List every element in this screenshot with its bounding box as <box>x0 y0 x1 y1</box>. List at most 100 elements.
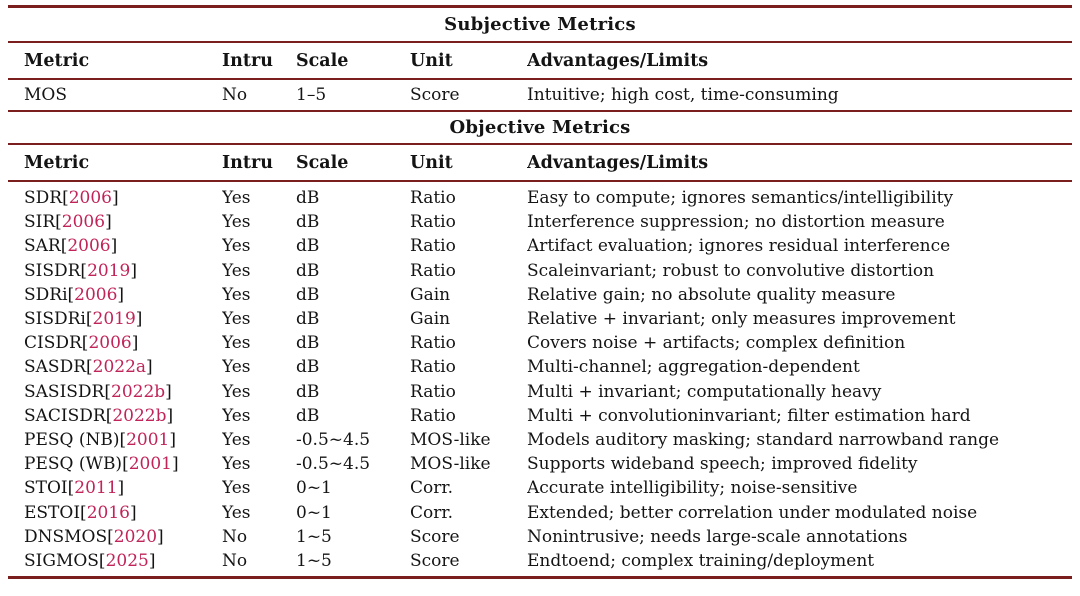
metric-bracket: ] <box>171 454 179 475</box>
citation-year[interactable]: 2001 <box>128 454 172 475</box>
metric-cell: SASDR[2022a] <box>24 357 222 377</box>
advantages-cell: Interference suppression; no distortion … <box>527 212 945 233</box>
intru-cell: No <box>222 85 248 105</box>
col-header-metric: Metric <box>24 152 90 173</box>
table-row: SASDR[2022a] Yes dB Ratio Multi-channel;… <box>8 355 1072 379</box>
scale-cell: 0~1 <box>296 478 332 499</box>
table-row: MOS No 1–5 Score Intuitive; high cost, t… <box>8 80 1072 110</box>
table-row: STOI[2011] Yes 0~1 Corr. Accurate intell… <box>8 476 1072 500</box>
unit-cell: Ratio <box>410 236 456 257</box>
metric-cell: SIR[2006] <box>24 212 222 232</box>
metrics-table: Subjective Metrics Metric Intru Scale Un… <box>8 5 1072 579</box>
rule-below-subjective-rows <box>8 110 1072 112</box>
rule-below-objective-header <box>8 180 1072 182</box>
unit-cell: MOS-like <box>410 429 491 450</box>
intru-cell: Yes <box>222 284 251 305</box>
col-header-unit: Unit <box>410 152 453 173</box>
metric-bracket: ] <box>148 550 156 571</box>
intru-cell: Yes <box>222 333 251 354</box>
unit-cell: Score <box>410 526 460 547</box>
advantages-cell: Accurate intelligibility; noise-sensitiv… <box>527 478 858 499</box>
citation-year[interactable]: 2001 <box>126 429 170 450</box>
citation-year[interactable]: 2006 <box>68 188 112 209</box>
scale-cell: 1~5 <box>296 550 332 571</box>
unit-cell: Ratio <box>410 260 456 281</box>
col-header-advantages: Advantages/Limits <box>527 50 709 71</box>
advantages-cell: Scaleinvariant; robust to convolutive di… <box>527 260 935 281</box>
citation-year[interactable]: 2022a <box>92 357 147 378</box>
citation-year[interactable]: 2022b <box>112 405 167 426</box>
citation-year[interactable]: 2016 <box>86 502 130 523</box>
citation-year[interactable]: 2006 <box>74 284 118 305</box>
metric-cell: STOI[2011] <box>24 478 222 498</box>
advantages-cell: Relative gain; no absolute quality measu… <box>527 284 896 305</box>
metric-cell: ESTOI[2016] <box>24 503 222 523</box>
advantages-cell: Supports wideband speech; improved fidel… <box>527 454 918 475</box>
unit-cell: Score <box>410 85 460 105</box>
metric-name: SISDRi[ <box>24 309 93 330</box>
table-row: SACISDR[2022b] Yes dB Ratio Multi + conv… <box>8 404 1072 428</box>
table-row: SASISDR[2022b] Yes dB Ratio Multi + inva… <box>8 380 1072 404</box>
col-header-scale: Scale <box>296 50 349 71</box>
citation-year[interactable]: 2011 <box>74 478 118 499</box>
scale-cell: 0~1 <box>296 502 332 523</box>
objective-rows: SDR[2006] Yes dB Ratio Easy to compute; … <box>8 182 1072 576</box>
scale-cell: dB <box>296 236 320 257</box>
metric-name: SACISDR[ <box>24 405 113 426</box>
intru-cell: Yes <box>222 454 251 475</box>
section-band-subjective: Subjective Metrics <box>8 8 1072 41</box>
scale-cell: dB <box>296 188 320 209</box>
citation-year[interactable]: 2006 <box>88 333 132 354</box>
citation-year[interactable]: 2020 <box>113 526 158 547</box>
intru-cell: Yes <box>222 236 251 257</box>
intru-cell: Yes <box>222 188 251 209</box>
metric-cell: SISDR[2019] <box>24 261 222 281</box>
scale-cell: dB <box>296 260 320 281</box>
scale-cell: dB <box>296 333 320 354</box>
citation-year[interactable]: 2006 <box>61 212 106 233</box>
scale-cell: dB <box>296 357 320 378</box>
unit-cell: MOS-like <box>410 454 491 475</box>
metric-bracket: ] <box>130 260 137 281</box>
table-row: SISDR[2019] Yes dB Ratio Scaleinvariant;… <box>8 259 1072 283</box>
unit-cell: Corr. <box>410 478 454 499</box>
citation-year[interactable]: 2022b <box>111 381 166 402</box>
scale-cell: dB <box>296 381 320 402</box>
metric-bracket: ] <box>146 357 153 378</box>
metric-name: SASISDR[ <box>24 381 111 402</box>
metric-name: SASDR[ <box>24 357 93 378</box>
table-row: ESTOI[2016] Yes 0~1 Corr. Extended; bett… <box>8 500 1072 524</box>
subjective-header-row: Metric Intru Scale Unit Advantages/Limit… <box>8 43 1072 78</box>
advantages-cell: Intuitive; high cost, time-consuming <box>527 85 839 105</box>
metric-name: SISDR[ <box>24 260 88 281</box>
advantages-cell: Nonintrusive; needs large-scale annotati… <box>527 526 908 547</box>
rule-below-objective-title <box>8 143 1072 145</box>
advantages-cell: Multi-channel; aggregation-dependent <box>527 357 860 378</box>
unit-cell: Gain <box>410 309 451 330</box>
table-row: SDRi[2006] Yes dB Gain Relative gain; no… <box>8 283 1072 307</box>
metric-bracket: ] <box>169 429 177 450</box>
unit-cell: Gain <box>410 284 451 305</box>
metric-name: SDR[ <box>24 188 69 209</box>
metric-cell: SIGMOS[2025] <box>24 551 222 571</box>
metric-name: ESTOI[ <box>24 502 87 523</box>
citation-year[interactable]: 2025 <box>105 550 149 571</box>
metric-bracket: ] <box>111 188 119 209</box>
section-title-subjective: Subjective Metrics <box>444 14 636 35</box>
rule-below-subjective-title <box>8 41 1072 43</box>
citation-year[interactable]: 2019 <box>87 260 131 281</box>
citation-year[interactable]: 2006 <box>67 236 111 257</box>
metric-bracket: ] <box>165 381 172 402</box>
metric-name: PESQ (WB)[ <box>24 454 129 475</box>
metric-bracket: ] <box>166 405 174 426</box>
citation-year[interactable]: 2019 <box>92 309 136 330</box>
section-title-objective: Objective Metrics <box>449 117 631 138</box>
scale-cell: dB <box>296 405 320 426</box>
intru-cell: Yes <box>222 478 251 499</box>
rule-below-subjective-header <box>8 78 1072 80</box>
advantages-cell: Multi + invariant; computationally heavy <box>527 381 882 402</box>
table-row: DNSMOS[2020] No 1~5 Score Nonintrusive; … <box>8 525 1072 549</box>
metric-name: CISDR[ <box>24 333 89 354</box>
metric-cell: CISDR[2006] <box>24 333 222 353</box>
intru-cell: Yes <box>222 381 251 402</box>
